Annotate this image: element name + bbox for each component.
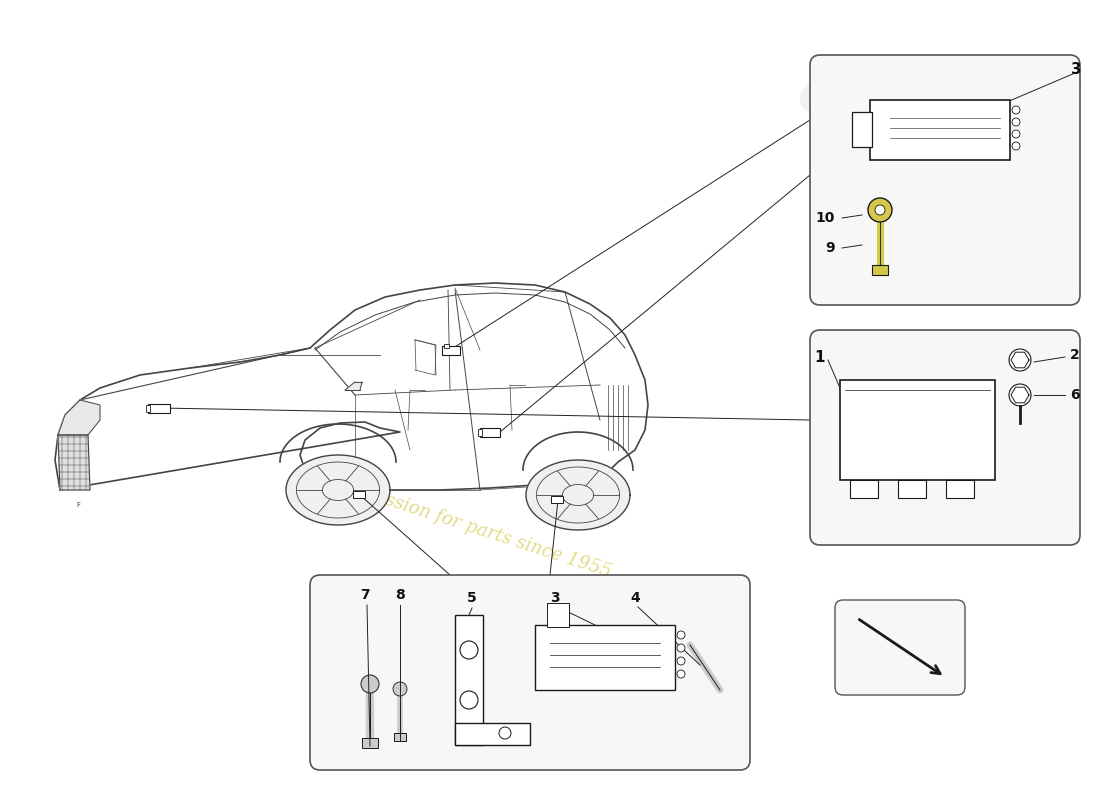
Polygon shape (345, 382, 362, 390)
Bar (872, 265, 888, 275)
Bar (362, 738, 378, 748)
FancyBboxPatch shape (810, 55, 1080, 305)
Bar (480, 428, 501, 437)
Bar (551, 496, 563, 503)
Circle shape (361, 675, 379, 693)
Bar (870, 100, 1010, 160)
Circle shape (676, 657, 685, 665)
Circle shape (460, 641, 478, 659)
Text: 3: 3 (1071, 62, 1082, 78)
Text: 7: 7 (360, 588, 370, 602)
FancyBboxPatch shape (310, 575, 750, 770)
Circle shape (499, 727, 512, 739)
Circle shape (1012, 118, 1020, 126)
Circle shape (676, 644, 685, 652)
Circle shape (676, 631, 685, 639)
Circle shape (1012, 106, 1020, 114)
Text: 2: 2 (1070, 348, 1080, 362)
Bar (455, 615, 483, 745)
Text: eliteParts: eliteParts (796, 69, 1084, 121)
Circle shape (874, 205, 886, 215)
Bar (852, 112, 872, 147)
Polygon shape (526, 460, 630, 530)
Text: 4: 4 (630, 591, 640, 605)
Bar (535, 625, 675, 690)
Text: 1: 1 (815, 350, 825, 366)
FancyBboxPatch shape (810, 330, 1080, 545)
Bar (394, 733, 406, 741)
Circle shape (1009, 384, 1031, 406)
Text: 9: 9 (825, 241, 835, 255)
Bar (946, 480, 974, 498)
Bar (442, 346, 460, 355)
Bar (455, 723, 530, 745)
Text: a passion for parts since 1955: a passion for parts since 1955 (346, 479, 614, 581)
Polygon shape (58, 400, 100, 435)
Bar (478, 429, 482, 436)
Bar (547, 603, 569, 627)
Bar (840, 380, 996, 480)
FancyBboxPatch shape (835, 600, 965, 695)
Text: F: F (76, 502, 80, 508)
Polygon shape (55, 283, 648, 490)
Text: 6: 6 (1070, 388, 1080, 402)
Circle shape (676, 670, 685, 678)
Circle shape (1009, 349, 1031, 371)
Circle shape (868, 198, 892, 222)
Bar (148, 404, 170, 413)
Text: 8: 8 (395, 588, 405, 602)
Polygon shape (58, 435, 90, 490)
Bar (353, 491, 365, 498)
Circle shape (1012, 142, 1020, 150)
Circle shape (393, 682, 407, 696)
Polygon shape (286, 455, 390, 525)
Bar (850, 480, 878, 498)
Bar (444, 344, 449, 348)
Text: 5: 5 (468, 591, 477, 605)
Bar (898, 480, 926, 498)
Circle shape (1012, 130, 1020, 138)
Bar (146, 405, 150, 412)
Text: 10: 10 (815, 211, 835, 225)
Text: 3: 3 (550, 591, 560, 605)
Circle shape (460, 691, 478, 709)
